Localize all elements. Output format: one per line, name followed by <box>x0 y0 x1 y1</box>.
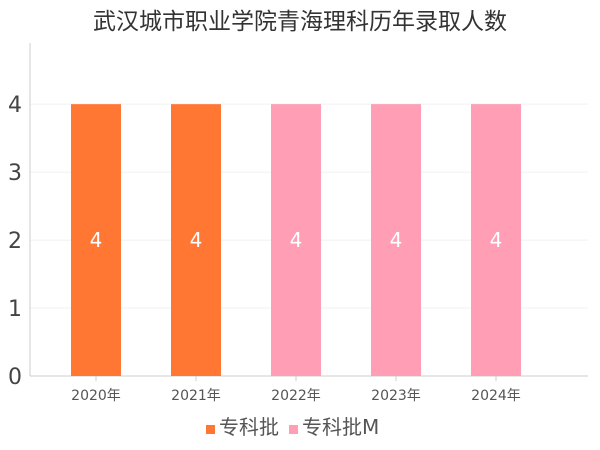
bar-value-labels: 4 4 4 4 4 <box>90 228 503 252</box>
x-tick-label-0: 2020年 <box>71 388 121 404</box>
bar-value-label-1: 4 <box>190 228 203 252</box>
legend: 专科批 专科批M <box>206 415 379 439</box>
bar-value-label-0: 4 <box>90 228 103 252</box>
y-tick-label-1: 1 <box>8 297 22 322</box>
legend-label-0: 专科批 <box>219 415 279 439</box>
x-tick-label-2: 2022年 <box>271 388 321 404</box>
chart-title: 武汉城市职业学院青海理科历年录取人数 <box>93 9 507 35</box>
legend-label-1: 专科批M <box>302 415 379 439</box>
x-tick-label-4: 2024年 <box>471 388 521 404</box>
bar-value-label-2: 4 <box>290 228 303 252</box>
y-tick-label-3: 3 <box>8 161 22 186</box>
legend-swatch-0 <box>206 425 215 434</box>
bar-3 <box>371 104 421 376</box>
bar-4 <box>471 104 521 376</box>
bar-0 <box>71 104 121 376</box>
y-tick-label-0: 0 <box>8 365 22 390</box>
bar-value-label-4: 4 <box>490 228 503 252</box>
y-tick-labels: 0 1 2 3 4 <box>8 93 22 390</box>
bar-2 <box>271 104 321 376</box>
bars <box>71 104 521 376</box>
bar-1 <box>171 104 221 376</box>
x-tick-label-1: 2021年 <box>171 388 221 404</box>
bar-value-label-3: 4 <box>390 228 403 252</box>
x-tick-labels: 2020年 2021年 2022年 2023年 2024年 <box>71 388 521 404</box>
x-tick-label-3: 2023年 <box>371 388 421 404</box>
y-tick-label-4: 4 <box>8 93 22 118</box>
legend-swatch-1 <box>289 425 298 434</box>
y-tick-label-2: 2 <box>8 229 22 254</box>
